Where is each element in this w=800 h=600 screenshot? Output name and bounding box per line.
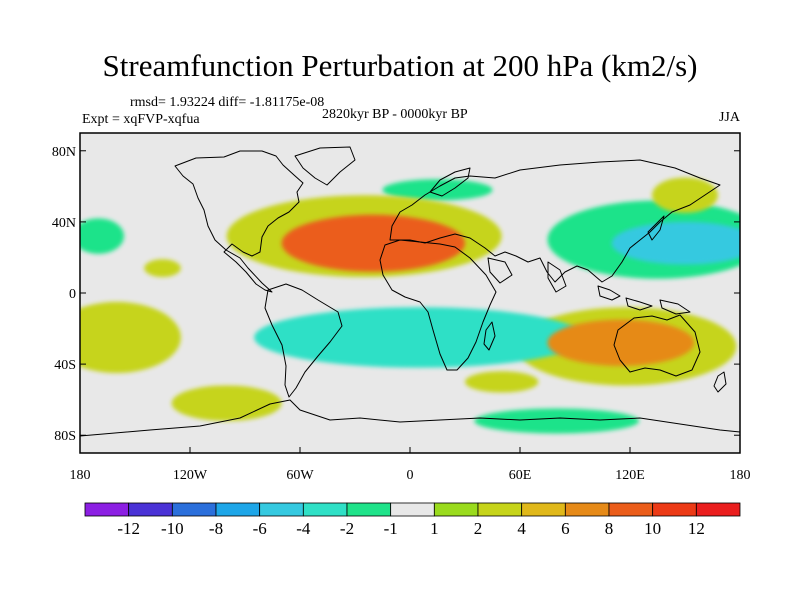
new-zealand-coastline (713, 371, 727, 393)
anomaly-arctic-low (382, 179, 493, 201)
colorbar: -12 -10 -8 -6 -4 -2 -1 1 2 4 6 8 10 12 (84, 502, 741, 538)
lon-tick-label: 60W (286, 468, 314, 483)
season-label: JJA (718, 110, 740, 125)
madagascar-coastline (483, 321, 496, 351)
colorbar-swatch (521, 502, 566, 517)
colorbar-swatch (390, 502, 435, 517)
scandinavia-coastline (429, 167, 471, 197)
colorbar-label: -12 (117, 519, 140, 538)
lat-tick-label: 80S (54, 429, 76, 444)
colorbar-swatch (695, 502, 741, 517)
colorbar-swatch (215, 502, 261, 517)
period-label: 2820kyr BP - 0000kyr BP (322, 107, 468, 122)
lon-tick-label: 0 (407, 468, 414, 483)
eurasia-coastline (389, 159, 721, 283)
colorbar-label: -6 (253, 519, 267, 538)
lon-tick-label: 180 (730, 468, 751, 483)
indonesia-coastline (597, 285, 691, 315)
colorbar-swatch (433, 502, 479, 517)
colorbar-swatch (477, 502, 523, 517)
lon-tick-label: 120E (615, 468, 645, 483)
africa-coastline (379, 239, 497, 371)
colorbar-swatch (84, 502, 130, 517)
colorbar-swatch (171, 502, 217, 517)
antarctica-coastline (80, 399, 740, 437)
colorbar-label: -10 (161, 519, 184, 538)
colorbar-swatch (128, 502, 173, 517)
colorbar-label: 8 (605, 519, 614, 538)
colorbar-label: 4 (517, 519, 526, 538)
anomaly-north-atlantic-high (281, 214, 465, 272)
anomaly-northeast-pacific-high (652, 177, 718, 214)
colorbar-label: 1 (430, 519, 439, 538)
anomaly-south-pacific-high (80, 301, 181, 373)
colorbar-label: -4 (296, 519, 311, 538)
colorbar-label: 2 (474, 519, 483, 538)
coastlines (80, 146, 740, 437)
australia-coastline (613, 314, 701, 377)
lat-tick-label: 40N (52, 216, 76, 231)
anomaly-north-pacific-low (611, 221, 740, 265)
anomaly-east-pacific-low (80, 218, 124, 254)
lon-tick-label: 180 (70, 468, 91, 483)
colorbar-swatch (302, 502, 348, 517)
anomaly-antarctic-low (474, 408, 640, 434)
south-asia-coastline (487, 257, 567, 293)
lon-tick-label: 120W (173, 468, 208, 483)
japan-coastline (647, 215, 665, 241)
colorbar-swatch (608, 502, 654, 517)
colorbar-swatch (346, 502, 392, 517)
colorbar-label: -1 (384, 519, 398, 538)
stats-line: rmsd= 1.93224 diff= -1.81175e-08 (130, 95, 325, 110)
lat-tick-label: 40S (54, 358, 76, 373)
south-america-coastline (264, 283, 343, 398)
experiment-label: Expt = xqFVP-xqfua (82, 112, 200, 127)
north-america-coastline (174, 150, 304, 293)
axis-ticks: 80N 40N 0 40S 80S 180 120W 60W 0 60E 120E 180 (52, 145, 751, 483)
colorbar-swatch (564, 502, 610, 517)
anomaly-north-pacific-high-small (144, 259, 181, 277)
anomaly-contours (80, 177, 740, 434)
colorbar-label: 6 (561, 519, 570, 538)
anomaly-south-atlantic-low (254, 307, 585, 368)
colorbar-swatch (259, 502, 304, 517)
anomaly-indian-ocean-high (465, 371, 539, 393)
lat-tick-label: 80N (52, 145, 76, 160)
colorbar-label: 10 (644, 519, 661, 538)
lat-tick-label: 0 (69, 287, 76, 302)
lon-tick-label: 60E (509, 468, 532, 483)
plot-title: Streamfunction Perturbation at 200 hPa (… (102, 48, 698, 83)
colorbar-swatch (652, 502, 697, 517)
anomaly-southern-ocean-high (171, 385, 282, 421)
colorbar-label: -8 (209, 519, 223, 538)
colorbar-label: 12 (688, 519, 705, 538)
anomaly-australia-high (547, 319, 695, 366)
greenland-coastline (294, 146, 356, 186)
colorbar-label: -2 (340, 519, 354, 538)
